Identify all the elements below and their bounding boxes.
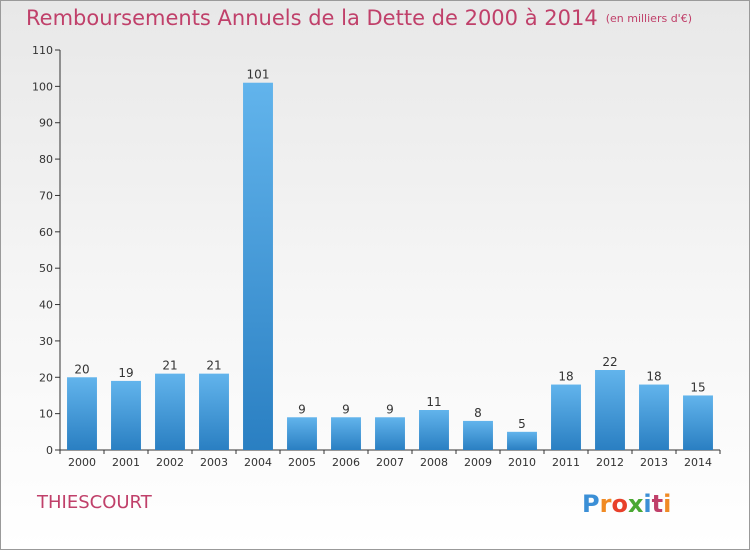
chart-title-text: Remboursements Annuels de la Dette de 20…: [26, 6, 598, 30]
bar: [419, 410, 449, 450]
bar: [287, 417, 317, 450]
bar-value-label: 8: [474, 406, 482, 420]
bar-value-label: 5: [518, 417, 526, 431]
bar: [595, 370, 625, 450]
bar-value-label: 101: [247, 68, 270, 82]
x-tick-label: 2005: [288, 456, 316, 469]
bar-value-label: 18: [558, 370, 573, 384]
bar-value-label: 9: [386, 402, 394, 416]
bar: [155, 373, 185, 450]
proxiti-logo: Proxiti: [582, 490, 671, 518]
logo-letter: i: [643, 490, 652, 518]
x-tick-label: 2001: [112, 456, 140, 469]
bar-value-label: 22: [602, 355, 617, 369]
logo-letter: r: [599, 490, 612, 518]
y-tick-label: 110: [32, 44, 53, 57]
bar-value-label: 15: [690, 380, 705, 394]
chart-title: Remboursements Annuels de la Dette de 20…: [26, 6, 692, 30]
y-tick-label: 40: [39, 299, 53, 312]
x-tick-label: 2014: [684, 456, 712, 469]
x-tick-label: 2000: [68, 456, 96, 469]
bar: [507, 431, 537, 450]
bar: [199, 373, 229, 450]
bar-value-label: 18: [646, 370, 661, 384]
x-tick-label: 2010: [508, 456, 536, 469]
x-tick-label: 2002: [156, 456, 184, 469]
bar-value-label: 9: [298, 402, 306, 416]
bar: [331, 417, 361, 450]
bar-value-label: 11: [426, 395, 441, 409]
bar: [683, 395, 713, 450]
logo-letter: i: [663, 490, 672, 518]
y-tick-label: 20: [39, 371, 53, 384]
logo-letter: t: [651, 490, 664, 518]
y-tick-label: 10: [39, 408, 53, 421]
x-tick-label: 2013: [640, 456, 668, 469]
x-tick-label: 2003: [200, 456, 228, 469]
bar: [639, 384, 669, 450]
logo-letter: P: [582, 490, 600, 518]
y-tick-label: 30: [39, 335, 53, 348]
bar-value-label: 9: [342, 402, 350, 416]
bar: [67, 377, 97, 450]
x-tick-label: 2011: [552, 456, 580, 469]
x-tick-label: 2004: [244, 456, 272, 469]
logo-letter: o: [611, 490, 628, 518]
bars: 20 19 21 21 101 9 9 9 11 8 5 18 22 18 15: [67, 68, 713, 451]
y-tick-label: 50: [39, 262, 53, 275]
y-tick-label: 0: [46, 444, 53, 457]
bar: [111, 380, 141, 450]
bar: [463, 420, 493, 450]
bar: [243, 82, 273, 451]
y-tick-label: 70: [39, 189, 53, 202]
y-tick-label: 90: [39, 117, 53, 130]
chart-unit: (en milliers d'€): [605, 12, 692, 25]
logo-letter: x: [627, 490, 644, 518]
commune-name: THIESCOURT: [37, 492, 152, 513]
bar-value-label: 21: [162, 359, 177, 373]
x-tick-label: 2009: [464, 456, 492, 469]
bar-value-label: 20: [74, 362, 89, 376]
x-tick-label: 2008: [420, 456, 448, 469]
bar: [375, 417, 405, 450]
y-tick-label: 60: [39, 226, 53, 239]
bar: [551, 384, 581, 450]
bar-value-label: 19: [118, 366, 133, 380]
x-tick-label: 2007: [376, 456, 404, 469]
y-tick-label: 80: [39, 153, 53, 166]
y-tick-label: 100: [32, 80, 53, 93]
x-tick-label: 2012: [596, 456, 624, 469]
x-tick-label: 2006: [332, 456, 360, 469]
bar-value-label: 21: [206, 359, 221, 373]
